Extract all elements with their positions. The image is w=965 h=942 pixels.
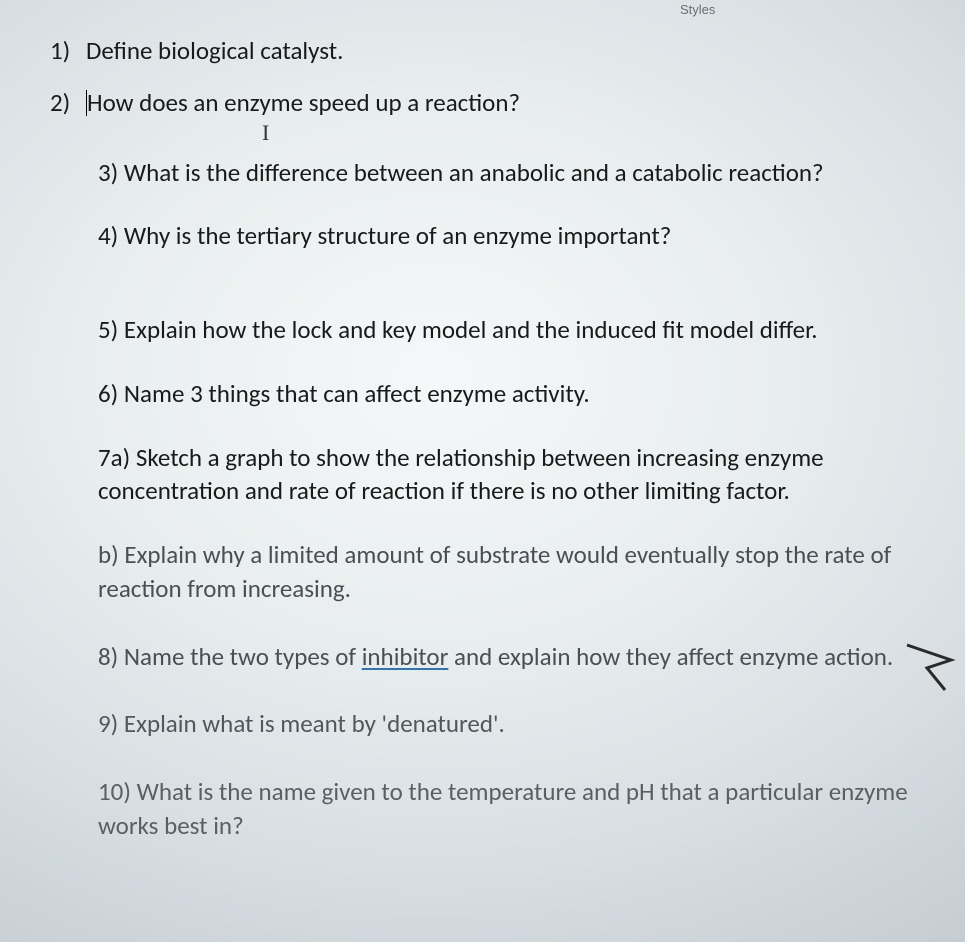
question-8-inhibitor: inhibitor xyxy=(362,641,449,672)
text-cursor xyxy=(86,90,87,116)
question-6-text: 6) Name 3 things that can affect enzyme … xyxy=(98,378,590,409)
question-7a[interactable]: 7a) Sketch a graph to show the relations… xyxy=(98,441,915,509)
question-5[interactable]: 5) Explain how the lock and key model an… xyxy=(98,313,915,347)
question-10-text: 10) What is the name given to the temper… xyxy=(98,776,908,841)
ibeam-cursor-icon: I xyxy=(262,120,269,146)
question-8-prefix: 8) Name the two types of xyxy=(98,641,362,672)
question-2[interactable]: 2) How does an enzyme speed up a reactio… xyxy=(50,86,915,120)
question-10[interactable]: 10) What is the name given to the temper… xyxy=(98,775,915,843)
question-7a-text: 7a) Sketch a graph to show the relations… xyxy=(98,442,824,507)
question-1[interactable]: 1) Define biological catalyst. xyxy=(50,34,915,68)
question-5-text: 5) Explain how the lock and key model an… xyxy=(98,314,818,345)
question-1-text: Define biological catalyst. xyxy=(86,34,343,68)
document-page: 1) Define biological catalyst. 2) How do… xyxy=(0,20,965,942)
question-8-suffix: and explain how they affect enzyme actio… xyxy=(448,641,893,672)
question-9-text: 9) Explain what is meant by 'denatured'. xyxy=(98,708,505,739)
question-2-number: 2) xyxy=(50,86,86,120)
question-7b[interactable]: b) Explain why a limited amount of subst… xyxy=(98,538,915,606)
question-2-text: How does an enzyme speed up a reaction? xyxy=(86,86,520,120)
question-3-text: 3) What is the difference between an ana… xyxy=(98,157,824,188)
margin-doodle-icon xyxy=(899,630,959,700)
indented-questions: 3) What is the difference between an ana… xyxy=(98,156,915,843)
ribbon-styles-label: Styles xyxy=(680,2,715,17)
question-8[interactable]: 8) Name the two types of inhibitor and e… xyxy=(98,640,915,674)
question-1-number: 1) xyxy=(50,34,86,68)
question-6[interactable]: 6) Name 3 things that can affect enzyme … xyxy=(98,377,915,411)
question-3[interactable]: 3) What is the difference between an ana… xyxy=(98,156,915,190)
question-7b-text: b) Explain why a limited amount of subst… xyxy=(98,539,891,604)
question-4-text: 4) Why is the tertiary structure of an e… xyxy=(98,220,671,251)
question-4[interactable]: 4) Why is the tertiary structure of an e… xyxy=(98,219,915,253)
question-9[interactable]: 9) Explain what is meant by 'denatured'. xyxy=(98,707,915,741)
